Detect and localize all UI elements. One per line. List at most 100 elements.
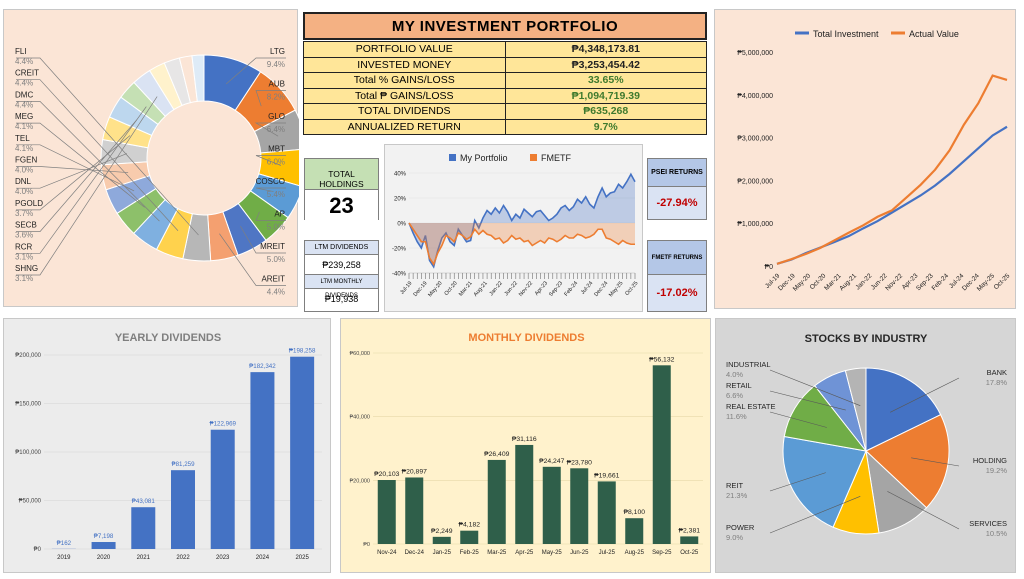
data-label: ₱19,661 [594, 472, 620, 479]
summary-row: Total ₱ GAINS/LOSS ₱1,094,719.39 [303, 87, 707, 104]
legend-label: Total Investment [813, 29, 879, 39]
total-holdings-value: 23 [305, 189, 378, 220]
leader-line [769, 411, 827, 428]
donut-label: TEL [15, 134, 30, 143]
x-tick: 2021 [137, 555, 151, 561]
bar [597, 481, 616, 544]
donut-label: RCR [15, 242, 33, 251]
yearly-dividends-chart: YEARLY DIVIDENDS ₱200,000 ₱150,000 ₱100,000… [15, 332, 322, 561]
y-tick: -20% [392, 247, 407, 253]
leader-line [255, 90, 286, 107]
summary-value: ₱635,268 [504, 103, 707, 120]
x-tick: Oct-25 [624, 280, 639, 297]
y-tick: ₱2,000,000 [737, 178, 773, 185]
y-tick: ₱60,000 [350, 351, 371, 357]
donut-label: CREIT [15, 69, 39, 78]
donut-pct: 5.4% [267, 190, 285, 199]
investment-vs-value-panel: Total Investment Actual Value ₱5,000,000 ₱4… [714, 9, 1016, 309]
bar [131, 507, 156, 549]
portfolio-title: MY INVESTMENT PORTFOLIO [303, 12, 707, 40]
bar [250, 372, 275, 549]
pie-pct: 4.0% [726, 370, 743, 379]
x-tick: Jul-19 [399, 280, 413, 295]
x-tick: Oct-25 [993, 272, 1012, 291]
donut-label: AP [274, 210, 285, 219]
y-tick: ₱0 [34, 547, 42, 553]
pie-pct: 11.6% [726, 412, 747, 421]
area-fill [409, 174, 635, 267]
bar [515, 444, 534, 544]
leader-line [16, 135, 131, 211]
y-tick: ₱100,000 [15, 450, 41, 456]
donut-pct: 3.1% [15, 274, 33, 283]
data-label: ₱56,132 [649, 356, 675, 363]
y-tick: ₱1,000,000 [737, 221, 773, 228]
x-tick: Dec-19 [413, 280, 429, 297]
y-tick: ₱150,000 [15, 402, 41, 408]
pie-pct: 17.8% [986, 378, 1008, 387]
x-tick: Sep-25 [652, 550, 672, 556]
donut-pct: 4.4% [15, 79, 33, 88]
pie-slice [844, 367, 867, 452]
ltm-monthly-label: LTM MONTHLY DIVIDENDS [305, 275, 378, 299]
y-tick: ₱5,000,000 [737, 50, 773, 57]
x-tick: Feb-24 [931, 272, 951, 292]
pie-pct: 19.2% [986, 466, 1008, 475]
summary-table: PORTFOLIO VALUE ₱4,348,173.81 INVESTED MON… [303, 41, 707, 135]
pie-pct: 6.6% [726, 391, 743, 400]
y-tick: ₱40,000 [350, 415, 371, 421]
summary-label: TOTAL DIVIDENDS [303, 103, 506, 120]
leader-line [255, 187, 286, 192]
leader-line [16, 101, 160, 222]
bar [652, 365, 671, 544]
x-tick: Apr-25 [515, 550, 534, 556]
summary-label: INVESTED MONEY [303, 56, 506, 73]
bar [377, 480, 396, 544]
total-holdings-label: TOTAL HOLDINGS [319, 169, 364, 189]
summary-value: ₱4,348,173.81 [504, 41, 707, 58]
summary-value: ₱3,253,454.42 [504, 56, 707, 73]
leader-line [911, 457, 960, 467]
donut-label: MEG [15, 112, 33, 121]
ltm-dividends-label: LTM DIVIDENDS [305, 241, 378, 255]
fmetf-returns-value: -17.02% [656, 287, 698, 299]
donut-pct: 4.1% [15, 144, 33, 153]
chart-title: YEARLY DIVIDENDS [115, 332, 221, 344]
donut-pct: 6.0% [267, 158, 285, 167]
bar [625, 518, 644, 544]
legend-swatch [449, 154, 456, 161]
leader-line [769, 390, 846, 411]
x-tick: Jun-22 [504, 280, 519, 297]
pie-slice [865, 367, 942, 452]
x-tick: Aug-25 [625, 550, 645, 556]
summary-row: INVESTED MONEY ₱3,253,454.42 [303, 56, 707, 73]
x-tick: Aug-21 [838, 272, 858, 292]
x-tick: Jan-25 [433, 550, 452, 556]
area-fill [409, 223, 635, 265]
x-tick: Mar-21 [458, 280, 474, 297]
data-label: ₱162 [57, 540, 72, 547]
leader-line [255, 211, 286, 221]
x-tick: Oct-25 [680, 550, 699, 556]
leader-line [16, 96, 158, 276]
pie-label: INDUSTRIAL [726, 360, 771, 369]
donut-pct: 3.7% [15, 209, 33, 218]
leader-line [254, 122, 286, 137]
pie-slice [191, 54, 205, 102]
y-tick: -40% [392, 272, 407, 278]
x-tick: Dec-24 [405, 550, 425, 556]
y-tick: ₱3,000,000 [737, 136, 773, 143]
x-tick: Jan-22 [489, 280, 504, 297]
monthly-dividends-panel: MONTHLY DIVIDENDS ₱60,000 ₱40,000 ₱20,000 ₱0… [340, 318, 711, 573]
donut-label: FGEN [15, 156, 37, 165]
donut-pct: 3.1% [15, 252, 33, 261]
leader-line [16, 57, 199, 236]
donut-label: SECB [15, 221, 37, 230]
y-tick: 0% [397, 222, 406, 228]
pie-label: SERVICES [969, 519, 1007, 528]
stocks-by-industry-panel: STOCKS BY INDUSTRY BANK 17.8% HOLDING 19.2% S… [715, 318, 1016, 573]
data-label: ₱24,247 [539, 458, 565, 465]
donut-label: AUB [269, 80, 285, 89]
legend-label: Actual Value [909, 29, 959, 39]
